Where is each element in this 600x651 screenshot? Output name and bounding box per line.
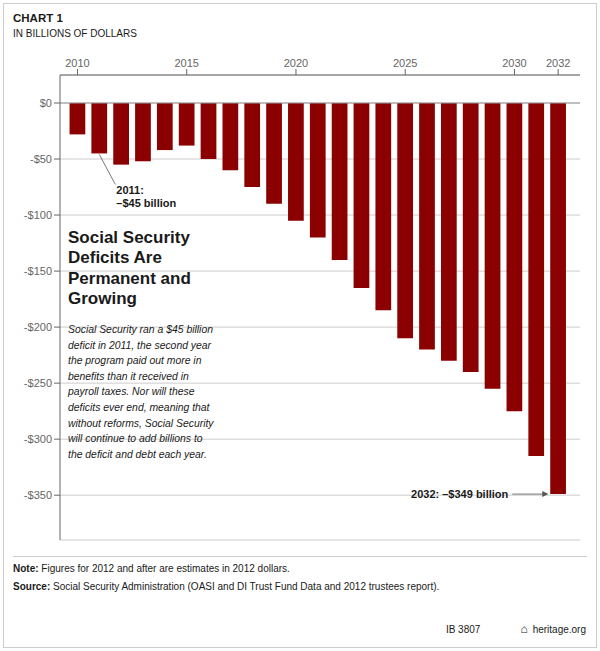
svg-text:-$50: -$50 — [30, 153, 52, 165]
svg-text:2015: 2015 — [174, 57, 198, 69]
svg-text:2030: 2030 — [502, 57, 526, 69]
html-text:IN BILLIONS OF DOLLARS: IN BILLIONS OF DOLLARS — [13, 28, 137, 39]
svg-text:-$350: -$350 — [24, 489, 52, 501]
svg-text:2010: 2010 — [65, 57, 89, 69]
html-text:Social Security ran a $45 bill: Social Security ran a $45 billion defici… — [68, 324, 214, 460]
svg-text:-$300: -$300 — [24, 433, 52, 445]
html-text:⌂ heritage.org: ⌂ heritage.org — [520, 622, 586, 636]
svg-text:2032: –$349 billion: 2032: –$349 billion — [411, 488, 508, 500]
html-text:Note: Figures for 2012 and aft: Note: Figures for 2012 and after are est… — [13, 563, 290, 574]
svg-text:2011:–$45 billion: 2011:–$45 billion — [116, 184, 176, 209]
svg-text:-$250: -$250 — [24, 377, 52, 389]
html-text:CHART 1: CHART 1 — [13, 12, 63, 24]
html-text:Social Security Deficits Are P: Social Security Deficits Are Permanent a… — [68, 228, 191, 309]
svg-text:-$150: -$150 — [24, 265, 52, 277]
html-text:Source: Social Security Admini: Source: Social Security Administration (… — [13, 581, 440, 592]
svg-text:2025: 2025 — [393, 57, 417, 69]
html-text:IB 3807: IB 3807 — [445, 624, 481, 635]
svg-text:-$200: -$200 — [24, 321, 52, 333]
svg-text:2020: 2020 — [284, 57, 308, 69]
svg-text:2032: 2032 — [546, 57, 570, 69]
svg-text:$0: $0 — [40, 97, 52, 109]
svg-text:-$100: -$100 — [24, 209, 52, 221]
